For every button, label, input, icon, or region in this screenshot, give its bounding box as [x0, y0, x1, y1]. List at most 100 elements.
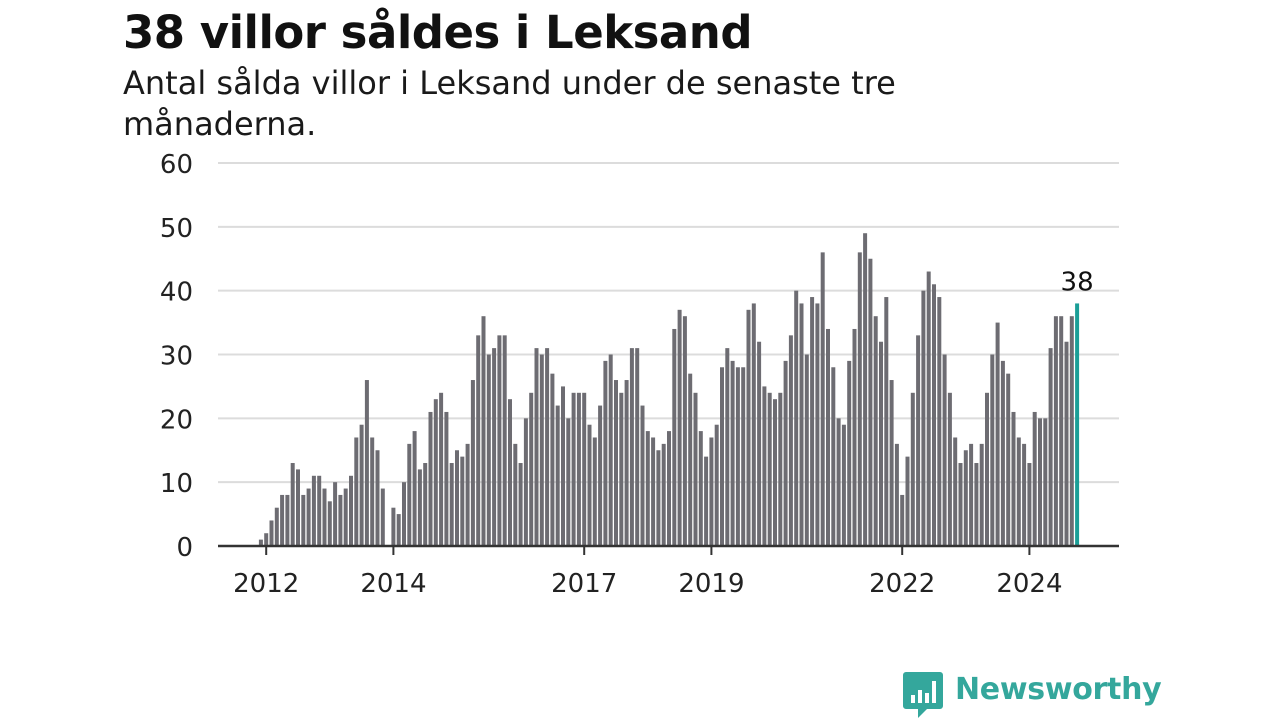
bar	[534, 348, 539, 546]
bar	[757, 341, 762, 546]
bar	[555, 405, 560, 546]
bar	[873, 316, 878, 546]
bar	[290, 463, 295, 546]
bar	[412, 431, 417, 546]
bar	[799, 303, 804, 546]
bar	[661, 443, 666, 546]
bar	[592, 437, 597, 546]
bar	[333, 482, 338, 546]
bar	[820, 252, 825, 546]
bar	[396, 514, 401, 546]
bar	[773, 399, 777, 546]
newsworthy-logo: Newsworthy	[903, 670, 1162, 720]
bar	[1048, 348, 1053, 546]
bar	[598, 405, 603, 546]
bar	[465, 443, 470, 546]
bar	[730, 360, 735, 546]
bar	[529, 392, 534, 546]
bar	[741, 367, 746, 546]
bar	[566, 418, 571, 546]
bar	[847, 360, 852, 546]
bar	[428, 411, 433, 546]
bar	[783, 360, 788, 546]
bar	[486, 354, 491, 546]
bar	[1069, 316, 1074, 546]
highlight-value-label: 38	[1061, 267, 1094, 297]
bar	[417, 469, 422, 546]
highlighted-bar	[1075, 303, 1080, 546]
x-tick-label: 2022	[869, 569, 935, 599]
bar	[550, 373, 555, 546]
bar	[794, 290, 799, 546]
bar	[969, 443, 974, 546]
bar	[709, 437, 714, 546]
bar	[720, 367, 724, 546]
bar	[614, 380, 618, 546]
bar	[985, 392, 989, 546]
bar	[953, 437, 958, 546]
bar	[826, 328, 830, 546]
bar	[1038, 418, 1042, 546]
x-tick-label: 2019	[678, 569, 744, 599]
bar	[364, 380, 369, 546]
bar	[1064, 341, 1069, 546]
bar	[863, 233, 868, 546]
bar	[879, 341, 883, 546]
bar	[1053, 316, 1058, 546]
bar	[518, 463, 523, 546]
bar	[979, 443, 984, 546]
bar	[868, 258, 873, 546]
bar	[576, 392, 581, 546]
y-tick-label: 0	[176, 533, 193, 563]
bar	[343, 488, 348, 546]
bar	[682, 316, 687, 546]
bar	[640, 405, 645, 546]
bar	[497, 335, 502, 546]
y-tick-label: 50	[160, 214, 193, 244]
bar	[539, 354, 544, 546]
bar	[688, 373, 693, 546]
bar	[470, 380, 475, 546]
bar	[958, 463, 963, 546]
bar	[370, 437, 375, 546]
bar	[990, 354, 995, 546]
bar	[1027, 463, 1032, 546]
bar	[804, 354, 809, 546]
bar	[301, 494, 306, 546]
bar	[338, 494, 343, 546]
bar	[698, 431, 703, 546]
bar	[1032, 411, 1037, 546]
bar	[317, 475, 322, 546]
bar	[481, 316, 486, 546]
bar	[449, 463, 454, 546]
bar	[1006, 373, 1011, 546]
y-tick-label: 40	[160, 278, 193, 308]
bar	[619, 392, 624, 546]
bar	[269, 520, 274, 546]
bar	[587, 424, 592, 546]
bar	[937, 297, 942, 546]
y-tick-label: 20	[160, 405, 193, 435]
y-tick-label: 30	[160, 342, 193, 372]
bar	[407, 443, 412, 546]
bar	[402, 482, 406, 546]
bar	[921, 290, 926, 546]
bar	[1016, 437, 1021, 546]
y-tick-label: 60	[160, 150, 193, 180]
bar	[311, 475, 316, 546]
bar	[852, 328, 857, 546]
bar	[995, 322, 1000, 546]
bar	[439, 392, 444, 546]
bar	[285, 494, 290, 546]
bar	[836, 418, 841, 546]
bar	[932, 284, 936, 546]
x-tick-label: 2014	[360, 569, 426, 599]
bar	[349, 475, 353, 546]
bar	[894, 443, 899, 546]
bar	[884, 297, 889, 546]
bar	[910, 392, 915, 546]
bar	[916, 335, 921, 546]
bar	[667, 431, 671, 546]
bar	[974, 463, 979, 546]
